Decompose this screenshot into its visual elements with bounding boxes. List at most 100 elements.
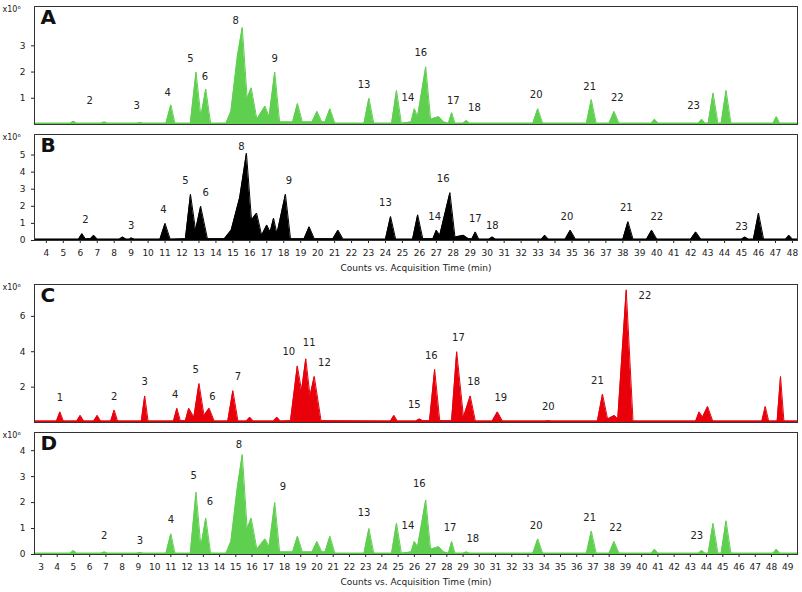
svg-text:24: 24	[376, 562, 388, 572]
svg-text:6: 6	[77, 248, 83, 258]
svg-text:4: 4	[54, 562, 60, 572]
svg-text:44: 44	[701, 562, 713, 572]
svg-text:Counts vs. Acquisition Time (m: Counts vs. Acquisition Time (min)	[340, 577, 491, 587]
svg-text:11: 11	[159, 248, 170, 258]
svg-text:48: 48	[766, 562, 778, 572]
svg-text:x10⁶: x10⁶	[3, 431, 21, 440]
svg-text:45: 45	[736, 248, 747, 258]
svg-text:22: 22	[609, 522, 622, 533]
svg-text:16: 16	[415, 47, 428, 58]
svg-text:2: 2	[111, 391, 117, 402]
svg-text:8: 8	[233, 15, 239, 26]
svg-text:23: 23	[690, 530, 703, 541]
svg-text:17: 17	[447, 95, 460, 106]
svg-text:1: 1	[20, 218, 26, 228]
svg-text:21: 21	[591, 375, 604, 386]
svg-text:14: 14	[214, 562, 226, 572]
svg-text:26: 26	[409, 562, 421, 572]
svg-text:46: 46	[733, 562, 745, 572]
svg-text:22: 22	[639, 290, 652, 301]
svg-text:14: 14	[210, 248, 222, 258]
svg-text:39: 39	[634, 248, 646, 258]
svg-text:18: 18	[279, 562, 291, 572]
svg-text:11: 11	[303, 337, 316, 348]
svg-text:38: 38	[603, 562, 615, 572]
svg-text:24: 24	[380, 248, 392, 258]
svg-text:16: 16	[437, 173, 450, 184]
svg-text:32: 32	[515, 248, 526, 258]
svg-text:23: 23	[735, 221, 748, 232]
svg-text:42: 42	[668, 562, 679, 572]
svg-text:8: 8	[238, 141, 244, 152]
svg-text:13: 13	[193, 248, 204, 258]
svg-text:13: 13	[379, 197, 392, 208]
svg-text:35: 35	[555, 562, 566, 572]
svg-text:3: 3	[20, 472, 26, 482]
svg-text:12: 12	[318, 357, 331, 368]
svg-text:8: 8	[111, 248, 117, 258]
svg-text:10: 10	[142, 248, 154, 258]
svg-text:22: 22	[344, 562, 355, 572]
svg-text:19: 19	[295, 248, 307, 258]
svg-text:4: 4	[160, 204, 166, 215]
svg-text:49: 49	[782, 562, 794, 572]
svg-text:36: 36	[571, 562, 583, 572]
svg-text:25: 25	[397, 248, 408, 258]
svg-text:8: 8	[236, 439, 242, 450]
svg-text:47: 47	[750, 562, 761, 572]
svg-text:6: 6	[207, 496, 213, 507]
svg-text:8: 8	[119, 562, 125, 572]
svg-text:1: 1	[57, 392, 63, 403]
svg-text:20: 20	[312, 248, 324, 258]
svg-text:0: 0	[20, 235, 26, 245]
svg-text:4: 4	[20, 347, 26, 357]
svg-text:31: 31	[498, 248, 509, 258]
svg-text:6: 6	[202, 71, 208, 82]
svg-text:46: 46	[753, 248, 765, 258]
svg-text:14: 14	[402, 520, 415, 531]
svg-text:13: 13	[358, 507, 371, 518]
svg-text:17: 17	[444, 522, 457, 533]
svg-text:9: 9	[136, 562, 142, 572]
svg-text:34: 34	[539, 562, 551, 572]
svg-text:3: 3	[137, 535, 143, 546]
svg-text:35: 35	[566, 248, 577, 258]
svg-text:13: 13	[198, 562, 209, 572]
svg-text:4: 4	[164, 87, 170, 98]
svg-text:16: 16	[425, 350, 438, 361]
svg-text:4: 4	[168, 514, 174, 525]
svg-text:A: A	[41, 5, 57, 29]
svg-text:C: C	[41, 283, 56, 307]
svg-text:0: 0	[20, 549, 26, 559]
svg-text:22: 22	[611, 92, 624, 103]
svg-text:25: 25	[392, 562, 403, 572]
svg-text:13: 13	[358, 79, 371, 90]
svg-text:37: 37	[600, 248, 611, 258]
svg-text:7: 7	[94, 248, 100, 258]
svg-text:15: 15	[230, 562, 241, 572]
svg-text:5: 5	[60, 248, 66, 258]
svg-text:4: 4	[20, 446, 26, 456]
svg-text:14: 14	[428, 211, 441, 222]
svg-text:3: 3	[128, 220, 134, 231]
svg-text:5: 5	[190, 470, 196, 481]
svg-text:43: 43	[685, 562, 696, 572]
svg-text:3: 3	[20, 184, 26, 194]
svg-text:14: 14	[402, 92, 415, 103]
svg-text:38: 38	[617, 248, 629, 258]
svg-text:28: 28	[441, 562, 453, 572]
svg-text:5: 5	[192, 364, 198, 375]
svg-text:45: 45	[717, 562, 728, 572]
svg-text:2: 2	[20, 497, 26, 507]
svg-text:19: 19	[494, 392, 507, 403]
svg-text:4: 4	[44, 248, 50, 258]
svg-text:29: 29	[457, 562, 469, 572]
svg-text:5: 5	[20, 150, 26, 160]
svg-text:2: 2	[82, 214, 88, 225]
svg-text:15: 15	[408, 399, 421, 410]
svg-text:20: 20	[542, 401, 555, 412]
svg-text:9: 9	[280, 481, 286, 492]
svg-text:17: 17	[261, 248, 272, 258]
svg-text:6: 6	[203, 187, 209, 198]
svg-text:37: 37	[587, 562, 598, 572]
